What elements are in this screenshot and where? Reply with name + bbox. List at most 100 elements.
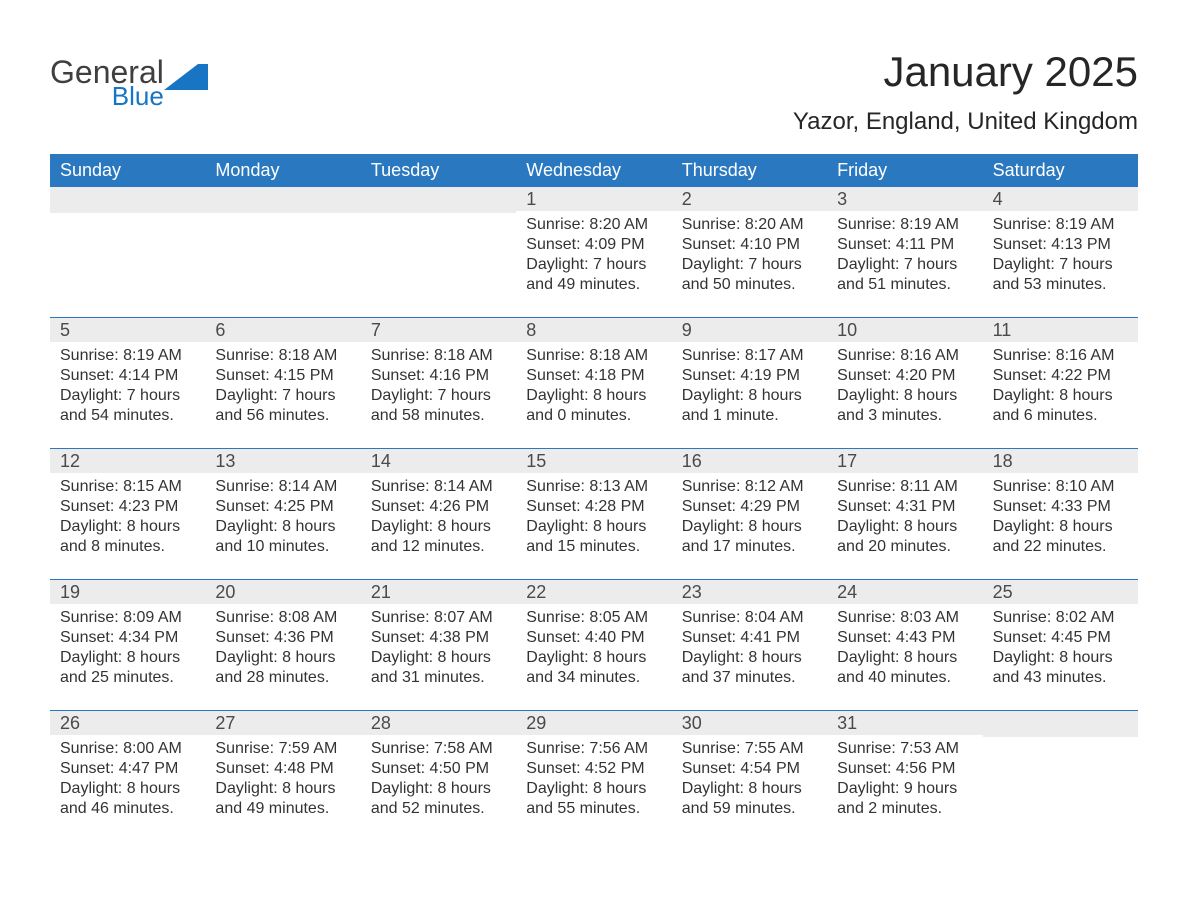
day-number: 4 — [983, 187, 1138, 211]
sunrise-text: Sunrise: 8:18 AM — [526, 346, 661, 366]
daylight-text: Daylight: 7 hours and 49 minutes. — [526, 255, 661, 295]
sunrise-text: Sunrise: 8:09 AM — [60, 608, 195, 628]
sunset-text: Sunset: 4:15 PM — [215, 366, 350, 386]
day-details: Sunrise: 8:09 AMSunset: 4:34 PMDaylight:… — [50, 604, 205, 698]
day-details: Sunrise: 8:00 AMSunset: 4:47 PMDaylight:… — [50, 735, 205, 829]
day-details: Sunrise: 8:19 AMSunset: 4:14 PMDaylight:… — [50, 342, 205, 436]
sunset-text: Sunset: 4:34 PM — [60, 628, 195, 648]
sunrise-text: Sunrise: 8:08 AM — [215, 608, 350, 628]
sunset-text: Sunset: 4:33 PM — [993, 497, 1128, 517]
sunset-text: Sunset: 4:20 PM — [837, 366, 972, 386]
sunrise-text: Sunrise: 8:14 AM — [371, 477, 506, 497]
daylight-text: Daylight: 8 hours and 12 minutes. — [371, 517, 506, 557]
sunrise-text: Sunrise: 8:16 AM — [837, 346, 972, 366]
day-details: Sunrise: 8:02 AMSunset: 4:45 PMDaylight:… — [983, 604, 1138, 698]
sunset-text: Sunset: 4:26 PM — [371, 497, 506, 517]
sunrise-text: Sunrise: 8:13 AM — [526, 477, 661, 497]
day-details: Sunrise: 8:04 AMSunset: 4:41 PMDaylight:… — [672, 604, 827, 698]
day-details: Sunrise: 8:10 AMSunset: 4:33 PMDaylight:… — [983, 473, 1138, 567]
sunset-text: Sunset: 4:28 PM — [526, 497, 661, 517]
daylight-text: Daylight: 8 hours and 17 minutes. — [682, 517, 817, 557]
calendar-cell: 25Sunrise: 8:02 AMSunset: 4:45 PMDayligh… — [983, 580, 1138, 710]
day-details: Sunrise: 7:53 AMSunset: 4:56 PMDaylight:… — [827, 735, 982, 829]
day-number: 25 — [983, 580, 1138, 604]
daylight-text: Daylight: 8 hours and 22 minutes. — [993, 517, 1128, 557]
sunset-text: Sunset: 4:50 PM — [371, 759, 506, 779]
sunrise-text: Sunrise: 8:03 AM — [837, 608, 972, 628]
sunset-text: Sunset: 4:29 PM — [682, 497, 817, 517]
day-number — [205, 187, 360, 213]
day-header-tuesday: Tuesday — [361, 154, 516, 187]
daylight-text: Daylight: 9 hours and 2 minutes. — [837, 779, 972, 819]
day-headers-row: Sunday Monday Tuesday Wednesday Thursday… — [50, 154, 1138, 187]
sunset-text: Sunset: 4:36 PM — [215, 628, 350, 648]
day-details: Sunrise: 8:14 AMSunset: 4:25 PMDaylight:… — [205, 473, 360, 567]
day-details: Sunrise: 8:08 AMSunset: 4:36 PMDaylight:… — [205, 604, 360, 698]
calendar-cell — [361, 187, 516, 317]
day-details: Sunrise: 8:03 AMSunset: 4:43 PMDaylight:… — [827, 604, 982, 698]
daylight-text: Daylight: 8 hours and 34 minutes. — [526, 648, 661, 688]
calendar-cell: 18Sunrise: 8:10 AMSunset: 4:33 PMDayligh… — [983, 449, 1138, 579]
calendar-cell: 6Sunrise: 8:18 AMSunset: 4:15 PMDaylight… — [205, 318, 360, 448]
day-details: Sunrise: 8:13 AMSunset: 4:28 PMDaylight:… — [516, 473, 671, 567]
day-number — [50, 187, 205, 213]
day-details: Sunrise: 8:19 AMSunset: 4:11 PMDaylight:… — [827, 211, 982, 305]
sunrise-text: Sunrise: 8:20 AM — [682, 215, 817, 235]
sunrise-text: Sunrise: 7:59 AM — [215, 739, 350, 759]
day-number: 6 — [205, 318, 360, 342]
day-details: Sunrise: 7:59 AMSunset: 4:48 PMDaylight:… — [205, 735, 360, 829]
logo: General Blue — [50, 48, 208, 108]
sunrise-text: Sunrise: 8:11 AM — [837, 477, 972, 497]
day-number: 5 — [50, 318, 205, 342]
calendar-cell: 24Sunrise: 8:03 AMSunset: 4:43 PMDayligh… — [827, 580, 982, 710]
sunset-text: Sunset: 4:09 PM — [526, 235, 661, 255]
sunset-text: Sunset: 4:19 PM — [682, 366, 817, 386]
calendar-cell: 21Sunrise: 8:07 AMSunset: 4:38 PMDayligh… — [361, 580, 516, 710]
day-number: 28 — [361, 711, 516, 735]
daylight-text: Daylight: 7 hours and 50 minutes. — [682, 255, 817, 295]
day-header-sunday: Sunday — [50, 154, 205, 187]
day-number: 13 — [205, 449, 360, 473]
sunrise-text: Sunrise: 8:20 AM — [526, 215, 661, 235]
day-header-wednesday: Wednesday — [516, 154, 671, 187]
day-number: 24 — [827, 580, 982, 604]
day-number: 22 — [516, 580, 671, 604]
day-number: 29 — [516, 711, 671, 735]
sunrise-text: Sunrise: 8:16 AM — [993, 346, 1128, 366]
daylight-text: Daylight: 8 hours and 8 minutes. — [60, 517, 195, 557]
day-details: Sunrise: 8:14 AMSunset: 4:26 PMDaylight:… — [361, 473, 516, 567]
day-details: Sunrise: 7:56 AMSunset: 4:52 PMDaylight:… — [516, 735, 671, 829]
day-number — [361, 187, 516, 213]
day-details: Sunrise: 8:18 AMSunset: 4:15 PMDaylight:… — [205, 342, 360, 436]
calendar-cell — [50, 187, 205, 317]
calendar: Sunday Monday Tuesday Wednesday Thursday… — [50, 154, 1138, 841]
daylight-text: Daylight: 8 hours and 52 minutes. — [371, 779, 506, 819]
calendar-cell: 15Sunrise: 8:13 AMSunset: 4:28 PMDayligh… — [516, 449, 671, 579]
calendar-cell: 27Sunrise: 7:59 AMSunset: 4:48 PMDayligh… — [205, 711, 360, 841]
week-row: 1Sunrise: 8:20 AMSunset: 4:09 PMDaylight… — [50, 187, 1138, 317]
day-number: 2 — [672, 187, 827, 211]
sunset-text: Sunset: 4:40 PM — [526, 628, 661, 648]
month-title: January 2025 — [793, 48, 1138, 96]
daylight-text: Daylight: 8 hours and 43 minutes. — [993, 648, 1128, 688]
sunset-text: Sunset: 4:18 PM — [526, 366, 661, 386]
sunrise-text: Sunrise: 8:00 AM — [60, 739, 195, 759]
daylight-text: Daylight: 7 hours and 53 minutes. — [993, 255, 1128, 295]
daylight-text: Daylight: 8 hours and 20 minutes. — [837, 517, 972, 557]
day-details: Sunrise: 8:17 AMSunset: 4:19 PMDaylight:… — [672, 342, 827, 436]
logo-word-blue: Blue — [50, 85, 164, 108]
day-number: 3 — [827, 187, 982, 211]
sunrise-text: Sunrise: 8:04 AM — [682, 608, 817, 628]
daylight-text: Daylight: 8 hours and 40 minutes. — [837, 648, 972, 688]
sunrise-text: Sunrise: 8:15 AM — [60, 477, 195, 497]
sunrise-text: Sunrise: 8:10 AM — [993, 477, 1128, 497]
sunset-text: Sunset: 4:11 PM — [837, 235, 972, 255]
day-header-monday: Monday — [205, 154, 360, 187]
sunset-text: Sunset: 4:16 PM — [371, 366, 506, 386]
sunset-text: Sunset: 4:31 PM — [837, 497, 972, 517]
day-details: Sunrise: 8:16 AMSunset: 4:20 PMDaylight:… — [827, 342, 982, 436]
calendar-cell: 23Sunrise: 8:04 AMSunset: 4:41 PMDayligh… — [672, 580, 827, 710]
weeks-container: 1Sunrise: 8:20 AMSunset: 4:09 PMDaylight… — [50, 187, 1138, 841]
sunset-text: Sunset: 4:45 PM — [993, 628, 1128, 648]
daylight-text: Daylight: 8 hours and 55 minutes. — [526, 779, 661, 819]
